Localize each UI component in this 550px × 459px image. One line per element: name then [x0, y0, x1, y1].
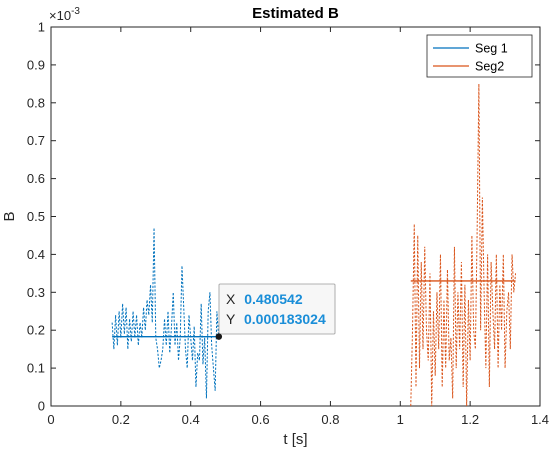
x-tick-label: 1.4	[531, 412, 549, 427]
x-tick-label: 0	[47, 412, 54, 427]
x-tick-label: 1	[397, 412, 404, 427]
y-tick-label: 0.2	[27, 323, 45, 338]
y-tick-label: 0.3	[27, 285, 45, 300]
y-tick-label: 0	[38, 399, 45, 414]
legend[interactable]: Seg 1 Seg2	[426, 34, 533, 78]
y-tick-label: 0.6	[27, 171, 45, 186]
y-tick-label: 1	[38, 20, 45, 35]
x-tick-label: 0.4	[182, 412, 200, 427]
x-axis-label: t [s]	[283, 431, 307, 448]
data-tip-box	[218, 283, 336, 335]
x-tick-labels: 0 0.2 0.4 0.6 0.8 1 1.2 1.4	[47, 412, 549, 427]
data-tip-x-label: X	[226, 291, 236, 307]
data-tip-y-row: Y 0.000183024	[226, 311, 326, 327]
data-tip-x-row: X 0.480542	[226, 291, 303, 307]
y-tick-labels: 0 0.1 0.2 0.3 0.4 0.5 0.6 0.7 0.8 0.9 1	[27, 20, 45, 414]
y-axis-label: B	[1, 211, 18, 221]
axes-box	[50, 26, 541, 407]
y-exponent-label: ×10-3	[49, 6, 80, 23]
tick-marks	[50, 26, 541, 407]
y-tick-label: 0.7	[27, 133, 45, 148]
data-tip[interactable]: X 0.480542 Y 0.000183024	[215, 283, 336, 340]
data-tip-y-label: Y	[226, 311, 236, 327]
y-tick-label: 0.8	[27, 95, 45, 110]
data-tip-x-value: 0.480542	[244, 291, 303, 307]
x-tick-label: 0.8	[321, 412, 339, 427]
series-group	[111, 83, 517, 407]
x-tick-label: 1.2	[461, 412, 479, 427]
y-tick-label: 0.5	[27, 209, 45, 224]
data-tip-y-value: 0.000183024	[244, 311, 326, 327]
y-tick-label: 0.4	[27, 247, 45, 262]
series-1-dashed-line	[111, 227, 220, 399]
data-tip-marker[interactable]	[215, 333, 223, 340]
legend-entry-seg2: Seg2	[475, 60, 504, 74]
y-tick-label: 0.1	[27, 361, 45, 376]
x-tick-label: 0.6	[252, 412, 270, 427]
series-2-dashed-line	[410, 83, 517, 407]
y-tick-label: 0.9	[27, 57, 45, 72]
legend-entry-seg1: Seg 1	[475, 42, 508, 56]
legend-box	[426, 34, 533, 78]
chart-title: Estimated B	[252, 5, 339, 22]
x-tick-label: 0.2	[112, 412, 130, 427]
